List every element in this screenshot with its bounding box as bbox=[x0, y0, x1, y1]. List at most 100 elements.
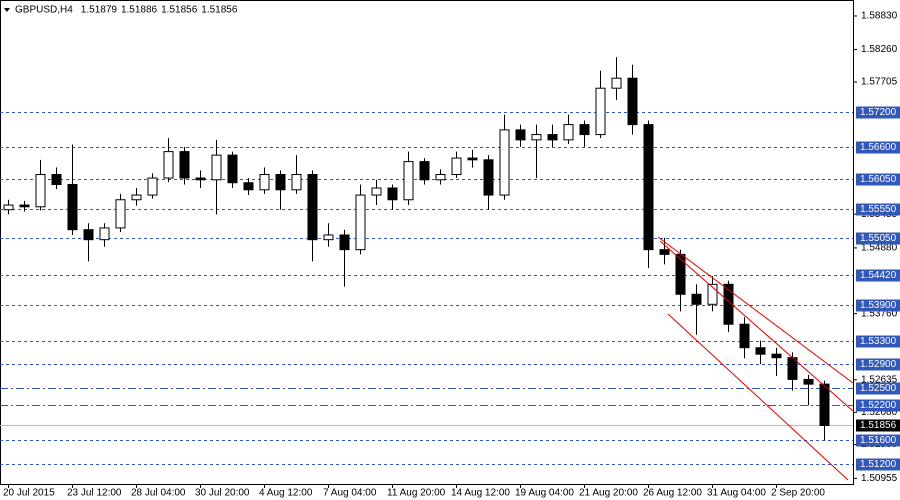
level-label-box bbox=[856, 399, 900, 412]
level-label: 1.51200 bbox=[860, 459, 897, 470]
candle-body bbox=[595, 87, 606, 136]
y-tick-label: 1.53760 bbox=[861, 308, 898, 319]
channel-line bbox=[657, 236, 854, 384]
candle-body bbox=[67, 183, 78, 231]
header-price: 1.51886 bbox=[121, 5, 158, 16]
candle-body bbox=[195, 177, 206, 181]
level-label: 1.56050 bbox=[860, 174, 897, 185]
candle-body bbox=[547, 134, 558, 141]
candle-body bbox=[291, 174, 302, 191]
chart-title: GBPUSD,H4 bbox=[15, 5, 73, 16]
header-price: 1.51879 bbox=[81, 5, 118, 16]
channel-line bbox=[659, 240, 854, 412]
candle-body bbox=[307, 174, 318, 241]
y-tick-label: 1.50955 bbox=[861, 473, 898, 484]
level-label: 1.55050 bbox=[860, 233, 897, 244]
y-tick-label: 1.52635 bbox=[861, 374, 898, 385]
y-tick-label: 1.57705 bbox=[861, 77, 898, 88]
candle-body bbox=[35, 174, 46, 208]
candle-body bbox=[371, 187, 382, 196]
candle-body bbox=[115, 199, 126, 229]
candle-body bbox=[211, 154, 222, 181]
grid-layer bbox=[0, 15, 857, 479]
candle-body bbox=[611, 77, 622, 89]
candle-body bbox=[147, 177, 158, 196]
level-label-box bbox=[856, 173, 900, 186]
candle-body bbox=[643, 124, 654, 251]
candle-body bbox=[435, 174, 446, 181]
candle-body bbox=[627, 77, 638, 126]
level-label: 1.51600 bbox=[860, 435, 897, 446]
plot-frame bbox=[0, 0, 854, 485]
level-label: 1.52900 bbox=[860, 359, 897, 370]
candle-body bbox=[51, 174, 62, 185]
candle-body bbox=[83, 229, 94, 241]
candle-body bbox=[755, 347, 766, 355]
x-tick-label: 31 Aug 04:00 bbox=[707, 488, 766, 499]
candle-body bbox=[531, 134, 542, 141]
header-price: 1.51856 bbox=[161, 5, 198, 16]
candle-body bbox=[403, 161, 414, 201]
candle-body bbox=[691, 293, 702, 305]
x-tick-label: 26 Aug 12:00 bbox=[643, 488, 702, 499]
x-tick-label: 11 Aug 20:00 bbox=[387, 488, 446, 499]
level-label-box bbox=[856, 203, 900, 216]
level-label: 1.54420 bbox=[860, 270, 897, 281]
level-label-box bbox=[856, 106, 900, 119]
header-price: 1.51856 bbox=[201, 5, 238, 16]
y-tick-label: 1.58260 bbox=[861, 44, 898, 55]
candle-body bbox=[99, 227, 110, 241]
candle-body bbox=[723, 283, 734, 325]
x-tick-label: 23 Jul 12:00 bbox=[67, 488, 122, 499]
candle-body bbox=[659, 249, 670, 255]
level-label-box bbox=[856, 335, 900, 348]
x-tick-label: 28 Jul 04:00 bbox=[131, 488, 186, 499]
candle-body bbox=[3, 204, 14, 211]
x-tick-label: 19 Aug 04:00 bbox=[515, 488, 574, 499]
level-label-box bbox=[856, 269, 900, 282]
level-label: 1.52200 bbox=[860, 400, 897, 411]
candle-body bbox=[467, 157, 478, 161]
candle-body bbox=[387, 187, 398, 201]
candle-body bbox=[675, 253, 686, 295]
level-label-box bbox=[856, 458, 900, 471]
candle-body bbox=[483, 159, 494, 196]
level-label: 1.57200 bbox=[860, 107, 897, 118]
x-tick-label: 7 Aug 04:00 bbox=[323, 488, 377, 499]
candle-body bbox=[19, 204, 30, 208]
symbol-menu-arrow[interactable] bbox=[4, 8, 10, 12]
y-tick-label: 1.58830 bbox=[861, 11, 898, 22]
candle-body bbox=[803, 378, 814, 385]
candle-body bbox=[451, 157, 462, 176]
level-label-box bbox=[856, 382, 900, 395]
candle-body bbox=[227, 154, 238, 184]
level-label: 1.56600 bbox=[860, 142, 897, 153]
candle-body bbox=[739, 323, 750, 349]
x-tick-label: 20 Jul 2015 bbox=[3, 488, 55, 499]
candle-body bbox=[323, 234, 334, 241]
level-label-box bbox=[856, 434, 900, 447]
level-label-box bbox=[856, 232, 900, 245]
candle-layer bbox=[3, 57, 830, 441]
candle-body bbox=[355, 194, 366, 251]
x-tick-label: 2 Sep 20:00 bbox=[771, 488, 825, 499]
x-tick-label: 21 Aug 20:00 bbox=[579, 488, 638, 499]
level-label-box bbox=[856, 358, 900, 371]
candle-body bbox=[419, 161, 430, 181]
current-price-label: 1.51856 bbox=[860, 420, 897, 431]
y-tick-label: 1.54880 bbox=[861, 243, 898, 254]
level-label: 1.52500 bbox=[860, 383, 897, 394]
x-tick-label: 30 Jul 20:00 bbox=[195, 488, 250, 499]
x-tick-label: 14 Aug 12:00 bbox=[451, 488, 510, 499]
candle-body bbox=[275, 174, 286, 191]
candle-body bbox=[563, 124, 574, 141]
candle-body bbox=[499, 129, 510, 196]
candle-body bbox=[339, 234, 350, 251]
candle-body bbox=[243, 182, 254, 191]
candle-body bbox=[131, 194, 142, 201]
current-price-box bbox=[856, 419, 900, 432]
candle-body bbox=[259, 174, 270, 191]
candle-body bbox=[515, 129, 526, 141]
